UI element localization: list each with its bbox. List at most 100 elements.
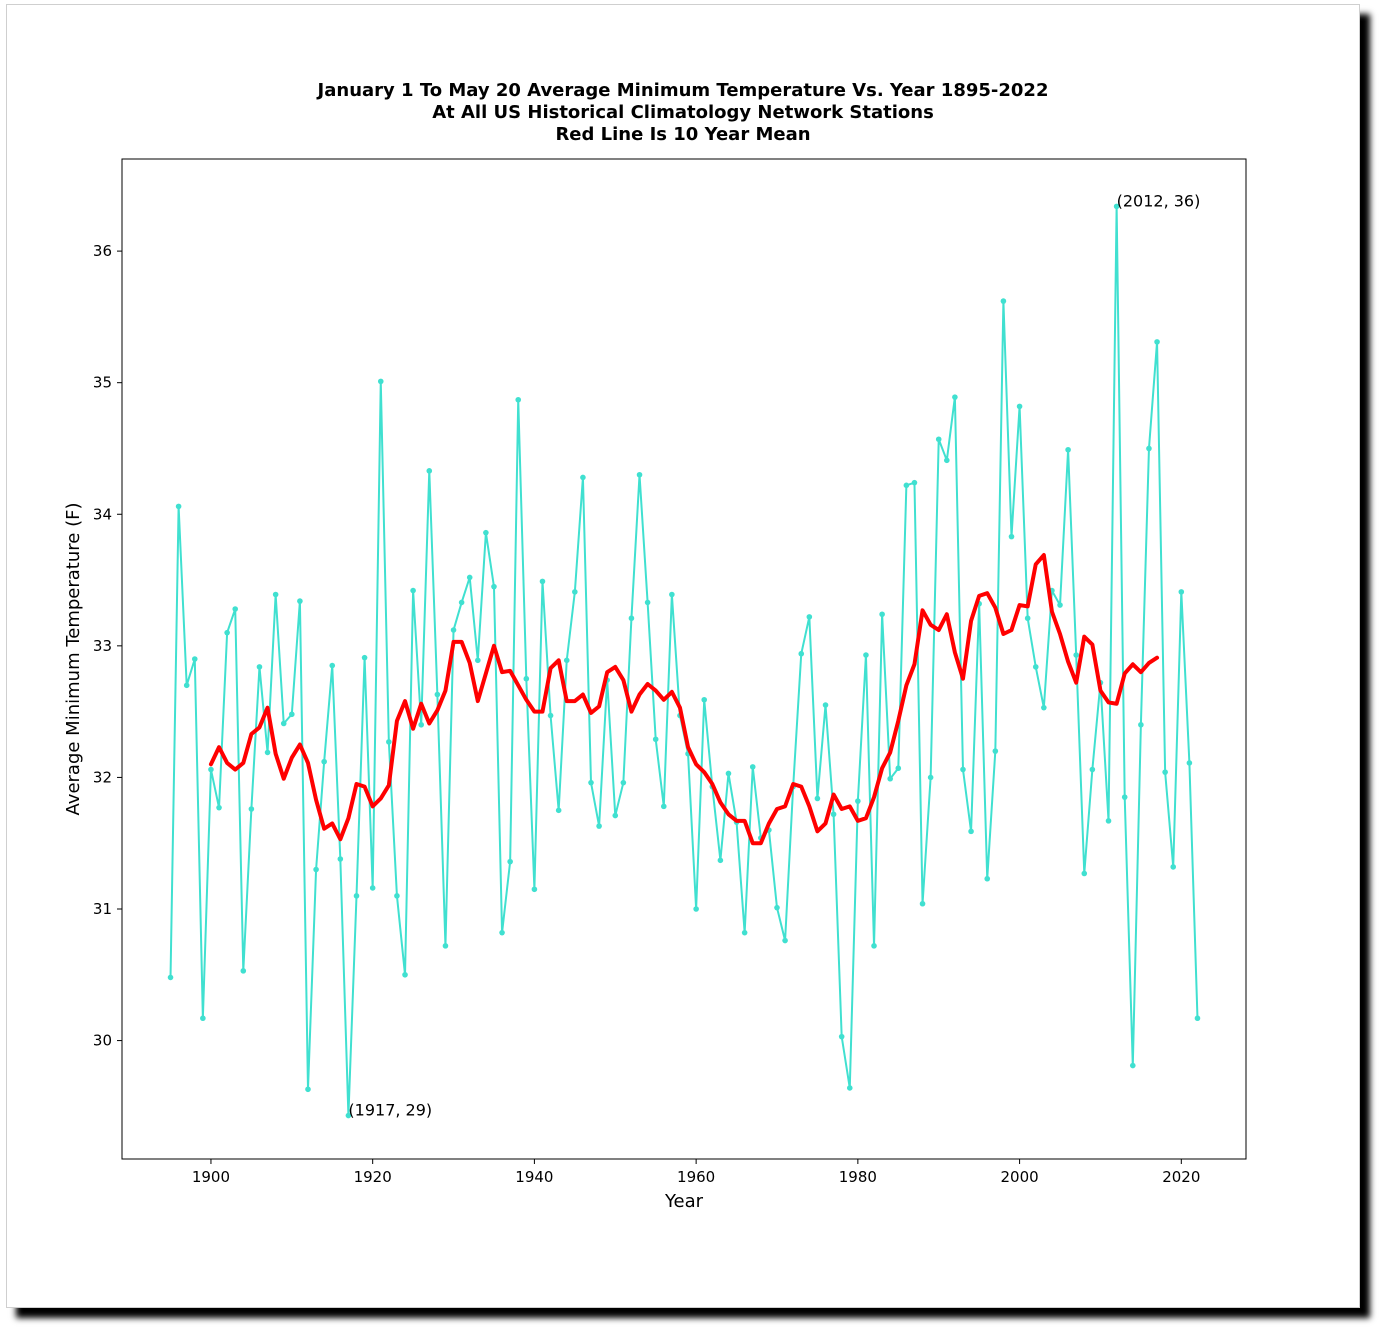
yearly-point: [935, 436, 942, 443]
yearly-series: [167, 203, 1201, 1119]
yearly-point: [345, 1112, 352, 1119]
yearly-point: [167, 974, 174, 981]
yearly-point: [305, 1086, 311, 1093]
y-tick-label: 36: [93, 242, 112, 260]
yearly-point: [814, 795, 821, 802]
x-tick-label: 1920: [354, 1168, 392, 1186]
yearly-point: [846, 1085, 853, 1091]
yearly-point: [741, 929, 748, 936]
yearly-point: [725, 770, 732, 777]
yearly-point: [563, 657, 570, 664]
yearly-point: [984, 875, 991, 882]
yearly-point: [272, 591, 279, 598]
yearly-point: [507, 858, 513, 865]
yearly-point: [297, 598, 303, 604]
y-axis: 30 31 32 33 34 35 36: [93, 242, 122, 1050]
yearly-point: [952, 394, 958, 400]
yearly-point: [491, 583, 497, 590]
yearly-point: [280, 720, 287, 727]
yearly-line: [169, 205, 1199, 1117]
yearly-point: [410, 587, 416, 594]
yearly-point: [1154, 339, 1160, 345]
yearly-point: [289, 711, 295, 718]
yearly-point: [418, 721, 424, 728]
yearly-point: [248, 806, 255, 812]
yearly-point: [927, 774, 934, 781]
yearly-point: [240, 968, 247, 974]
yearly-point: [968, 828, 974, 835]
yearly-point: [1016, 403, 1023, 410]
yearly-point: [701, 696, 708, 703]
yearly-point: [313, 866, 319, 873]
x-tick-label: 1960: [677, 1168, 715, 1186]
yearly-point: [887, 775, 894, 782]
yearly-point: [369, 885, 376, 891]
yearly-point: [547, 712, 554, 719]
yearly-point: [628, 615, 635, 622]
yearly-point: [1032, 664, 1039, 670]
yearly-point: [394, 893, 400, 899]
y-axis-label: Average Minimum Temperature (F): [63, 503, 84, 816]
yearly-point: [200, 1015, 206, 1022]
yearly-point: [321, 758, 327, 765]
mean-line: [208, 553, 1160, 846]
yearly-point: [1089, 766, 1096, 773]
yearly-point: [426, 468, 433, 474]
figure-frame: [6, 4, 1360, 1308]
yearly-point: [871, 943, 877, 949]
yearly-point: [329, 662, 336, 669]
yearly-point: [782, 937, 788, 944]
yearly-point: [919, 900, 926, 907]
plot-area: 1900 1920 1940 1960 1980 2000 2020 30313233343…: [93, 158, 1247, 1186]
yearly-point: [596, 823, 602, 829]
yearly-point: [669, 591, 675, 598]
yearly-point: [774, 904, 780, 911]
y-tick-label: 32: [93, 768, 112, 786]
yearly-point: [1138, 721, 1144, 728]
yearly-point: [636, 471, 643, 478]
yearly-point: [175, 503, 182, 510]
yearly-point: [1024, 615, 1031, 622]
y-tick-label: 31: [93, 900, 112, 918]
yearly-point: [911, 479, 918, 486]
y-tick-label: 30: [93, 1032, 112, 1050]
yearly-point: [386, 739, 392, 745]
yearly-point: [474, 657, 481, 664]
x-tick-label: 1940: [515, 1168, 553, 1186]
yearly-point: [822, 702, 829, 708]
yearly-point: [1194, 1015, 1201, 1022]
x-axis-label: Year: [664, 1191, 704, 1212]
yearly-point: [572, 589, 578, 595]
title-line-3: Red Line Is 10 Year Mean: [555, 124, 810, 145]
yearly-point: [523, 675, 530, 682]
yearly-point: [264, 749, 271, 756]
yearly-point: [353, 893, 360, 899]
yearly-point: [660, 803, 667, 810]
yearly-point: [555, 807, 562, 814]
yearly-point: [1113, 203, 1120, 210]
yearly-point: [1186, 760, 1193, 766]
yearly-point: [879, 611, 885, 618]
yearly-point: [838, 1033, 845, 1040]
yearly-point: [903, 482, 910, 489]
yearly-point: [466, 574, 473, 581]
yearly-point: [256, 664, 263, 670]
yearly-point: [580, 474, 586, 481]
yearly-point: [717, 857, 724, 864]
yearly-point: [1146, 445, 1152, 452]
yearly-point: [798, 650, 805, 657]
x-tick-label: 1980: [839, 1168, 877, 1186]
chart-title: January 1 To May 20 Average Minimum Temp…: [316, 80, 1049, 145]
yearly-point: [620, 779, 627, 786]
yearly-point: [806, 614, 813, 620]
yearly-point: [1170, 864, 1177, 870]
yearly-point: [693, 906, 699, 912]
yearly-point: [450, 627, 457, 633]
yearly-point: [1073, 652, 1079, 658]
yearly-point: [1178, 589, 1185, 595]
yearly-point: [652, 736, 659, 743]
yearly-point: [1065, 446, 1071, 453]
annotations: (2012, 36) (1917, 29): [348, 191, 1200, 1119]
y-tick-label: 35: [93, 374, 112, 392]
